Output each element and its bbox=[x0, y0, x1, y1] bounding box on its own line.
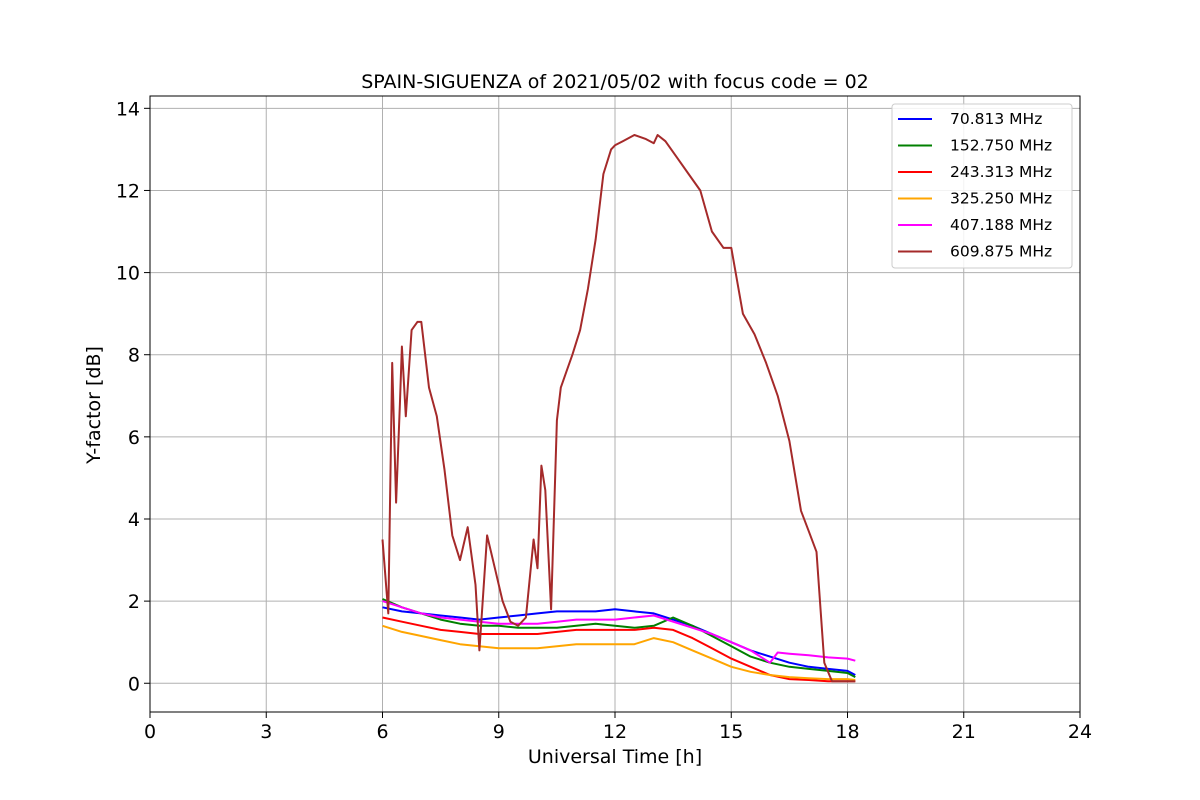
y-tick-label: 8 bbox=[128, 345, 140, 367]
chart-title: SPAIN-SIGUENZA of 2021/05/02 with focus … bbox=[361, 71, 869, 93]
grid bbox=[149, 96, 1081, 712]
legend-entry: 325.250 MHz bbox=[950, 190, 1052, 208]
y-axis-label: Y-factor [dB] bbox=[83, 346, 105, 465]
x-axis-label: Universal Time [h] bbox=[528, 746, 702, 768]
legend-entry: 407.188 MHz bbox=[950, 216, 1052, 234]
x-tick-label: 21 bbox=[952, 721, 976, 743]
x-tick-label: 0 bbox=[144, 721, 156, 743]
y-tick-label: 10 bbox=[116, 263, 140, 285]
series-line-1 bbox=[382, 598, 856, 678]
series-line-5 bbox=[381, 134, 856, 683]
legend-box bbox=[891, 103, 1073, 269]
y-tick-label: 4 bbox=[128, 509, 140, 531]
y-tick-label: 14 bbox=[116, 98, 140, 120]
legend-entry: 243.313 MHz bbox=[950, 163, 1052, 181]
x-tick-label: 15 bbox=[719, 721, 743, 743]
series-lines bbox=[381, 134, 856, 683]
legend-entry: 70.813 MHz bbox=[950, 110, 1042, 128]
y-tick-label: 2 bbox=[128, 591, 140, 613]
series-line-3 bbox=[382, 624, 856, 681]
x-tick-label: 18 bbox=[835, 721, 859, 743]
series-line-2 bbox=[382, 616, 856, 683]
x-axis-ticks: 0 3 6 9 12 15 18 21 24 bbox=[144, 712, 1092, 743]
series-line-4 bbox=[382, 600, 856, 664]
x-tick-label: 6 bbox=[376, 721, 388, 743]
legend-entry: 609.875 MHz bbox=[950, 243, 1052, 261]
y-tick-label: 12 bbox=[116, 180, 140, 202]
series-line-0 bbox=[382, 606, 856, 676]
legend: 70.813 MHz 152.750 MHz 243.313 MHz 325.250 … bbox=[891, 103, 1073, 269]
x-tick-label: 24 bbox=[1068, 721, 1092, 743]
y-axis-ticks: 0 2 4 6 8 10 12 14 bbox=[116, 98, 150, 695]
x-tick-label: 12 bbox=[603, 721, 627, 743]
y-tick-label: 0 bbox=[128, 673, 140, 695]
y-tick-label: 6 bbox=[128, 427, 140, 449]
legend-entry: 152.750 MHz bbox=[950, 137, 1052, 155]
x-tick-label: 9 bbox=[493, 721, 505, 743]
x-tick-label: 3 bbox=[260, 721, 272, 743]
